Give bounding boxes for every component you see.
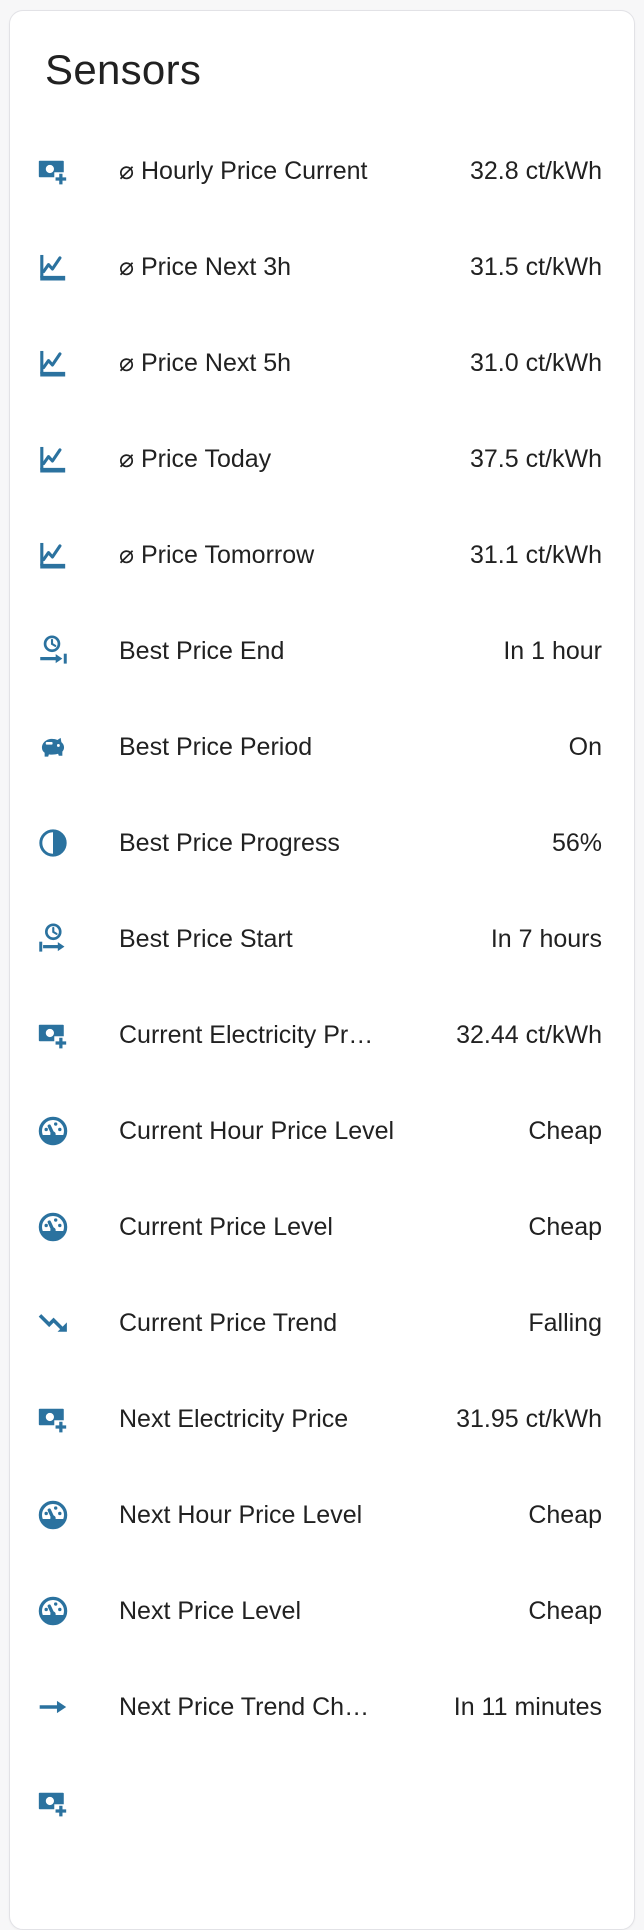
clock-start-icon: [36, 922, 70, 956]
clock-end-icon: [36, 634, 70, 668]
sensor-row[interactable]: Current Price Trend Falling: [36, 1275, 602, 1371]
sensor-name: Current Electricity Pr…: [119, 1020, 374, 1049]
cash-plus-icon: [36, 1786, 70, 1820]
trending-down-icon: [36, 1306, 70, 1340]
chart-line-icon: [36, 250, 70, 284]
sensor-row[interactable]: Next Electricity Price 31.95 ct/kWh: [36, 1371, 602, 1467]
sensor-row[interactable]: Next Hour Price Level Cheap: [36, 1467, 602, 1563]
sensor-value: 56%: [551, 828, 602, 857]
chart-line-icon: [36, 538, 70, 572]
sensor-name: ⌀ Price Today: [119, 445, 272, 473]
sensor-row[interactable]: Best Price Period On: [36, 699, 602, 795]
sensor-row[interactable]: ⌀ Price Tomorrow 31.1 ct/kWh: [36, 507, 602, 603]
chart-line-icon: [36, 346, 70, 380]
sensor-name: Best Price Period: [119, 732, 313, 761]
sensor-value: On: [568, 732, 602, 761]
sensor-name: ⌀ Price Next 3h: [119, 253, 292, 281]
sensor-name: Next Price Level: [119, 1596, 302, 1625]
gauge-icon: [36, 1498, 70, 1532]
arrow-right-icon: [36, 1690, 70, 1724]
sensor-name: Current Price Level: [119, 1212, 333, 1241]
sensor-row[interactable]: Best Price Start In 7 hours: [36, 891, 602, 987]
sensor-name: Next Hour Price Level: [119, 1500, 363, 1529]
sensor-value: Cheap: [528, 1596, 602, 1625]
sensors-card: Sensors ⌀ Hourly Price Current 32.8 ct/k…: [9, 10, 635, 1930]
sensor-name: Best Price Start: [119, 924, 293, 953]
sensor-row[interactable]: ⌀ Price Next 5h 31.0 ct/kWh: [36, 315, 602, 411]
sensor-value: 31.1 ct/kWh: [470, 540, 602, 569]
sensor-name: Current Price Trend: [119, 1308, 338, 1337]
circle-half-full-icon: [36, 826, 70, 860]
card-title: Sensors: [45, 46, 202, 93]
sensor-value: 32.8 ct/kWh: [470, 156, 602, 185]
sensor-row[interactable]: Current Electricity Pr… 32.44 ct/kWh: [36, 987, 602, 1083]
sensor-name: Current Hour Price Level: [119, 1116, 395, 1145]
sensor-value: 37.5 ct/kWh: [470, 444, 602, 473]
sensor-name: Next Price Trend Ch…: [119, 1692, 370, 1721]
sensor-value: Cheap: [528, 1212, 602, 1241]
cash-plus-icon: [36, 1402, 70, 1436]
piggy-bank-icon: [36, 730, 70, 764]
sensor-row-partial[interactable]: [36, 1755, 602, 1851]
sensor-row[interactable]: ⌀ Price Next 3h 31.5 ct/kWh: [36, 219, 602, 315]
chart-line-icon: [36, 442, 70, 476]
sensor-value: 31.95 ct/kWh: [456, 1404, 602, 1433]
sensor-value: 32.44 ct/kWh: [456, 1020, 602, 1049]
sensor-row[interactable]: ⌀ Price Today 37.5 ct/kWh: [36, 411, 602, 507]
sensor-value: In 7 hours: [490, 924, 602, 953]
sensor-name: ⌀ Price Tomorrow: [119, 541, 315, 569]
sensor-row[interactable]: Next Price Trend Ch… In 11 minutes: [36, 1659, 602, 1755]
gauge-icon: [36, 1210, 70, 1244]
gauge-icon: [36, 1594, 70, 1628]
sensor-row[interactable]: Current Price Level Cheap: [36, 1179, 602, 1275]
sensor-row[interactable]: Next Price Level Cheap: [36, 1563, 602, 1659]
sensor-name: Next Electricity Price: [119, 1404, 349, 1433]
sensor-value: Cheap: [528, 1500, 602, 1529]
sensor-list: ⌀ Hourly Price Current 32.8 ct/kWh ⌀ Pri…: [36, 123, 602, 1851]
sensor-name: ⌀ Price Next 5h: [119, 349, 292, 377]
sensor-row[interactable]: Current Hour Price Level Cheap: [36, 1083, 602, 1179]
cash-plus-icon: [36, 1018, 70, 1052]
sensor-name: Best Price End: [119, 636, 285, 665]
sensor-row[interactable]: Best Price End In 1 hour: [36, 603, 602, 699]
sensor-row[interactable]: ⌀ Hourly Price Current 32.8 ct/kWh: [36, 123, 602, 219]
sensor-value: In 1 hour: [503, 636, 602, 665]
sensor-name: Best Price Progress: [119, 828, 340, 857]
sensor-value: In 11 minutes: [453, 1692, 602, 1721]
sensor-row[interactable]: Best Price Progress 56%: [36, 795, 602, 891]
sensor-value: Falling: [528, 1308, 602, 1337]
gauge-icon: [36, 1114, 70, 1148]
sensor-value: 31.0 ct/kWh: [470, 348, 602, 377]
sensor-name: ⌀ Hourly Price Current: [119, 157, 368, 185]
cash-plus-icon: [36, 154, 70, 188]
sensor-value: Cheap: [528, 1116, 602, 1145]
sensor-value: 31.5 ct/kWh: [470, 252, 602, 281]
